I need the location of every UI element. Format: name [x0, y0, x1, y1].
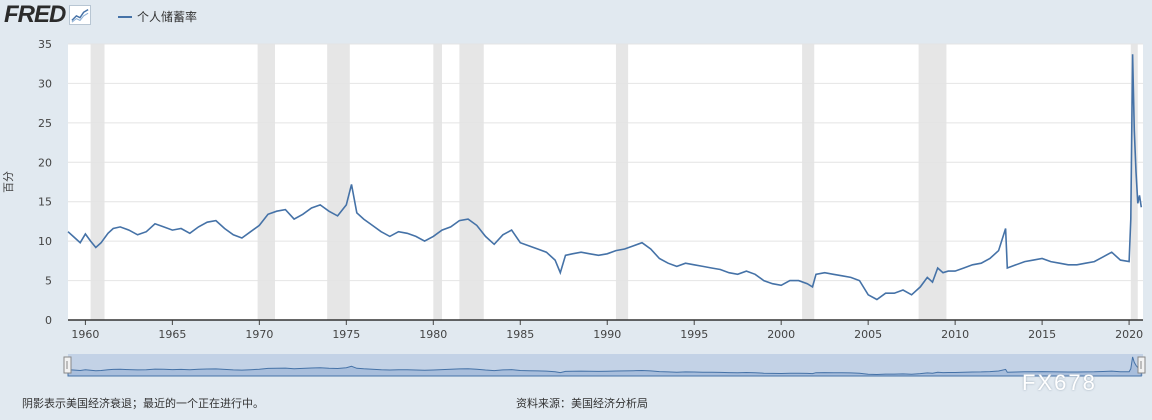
legend-label: 个人储蓄率 — [137, 10, 198, 24]
x-tick-1960: 1960 — [71, 328, 99, 341]
x-tick-1975: 1975 — [332, 328, 360, 341]
x-tick-1970: 1970 — [245, 328, 273, 341]
x-tick-1990: 1990 — [593, 328, 621, 341]
y-tick-0: 0 — [45, 314, 52, 327]
y-tick-30: 30 — [38, 77, 52, 90]
watermark: FX678 — [1022, 370, 1097, 395]
y-tick-35: 35 — [38, 38, 52, 51]
y-tick-15: 15 — [38, 196, 52, 209]
legend: 个人储蓄率 — [118, 8, 197, 25]
y-tick-5: 5 — [45, 275, 52, 288]
recession-band-4 — [459, 44, 484, 320]
fred-logo[interactable]: FRED — [4, 1, 92, 28]
legend-swatch — [118, 15, 132, 18]
time-navigator[interactable] — [0, 352, 1152, 378]
recession-band-1 — [257, 44, 275, 320]
y-tick-20: 20 — [38, 156, 52, 169]
chart-line-icon — [69, 5, 92, 25]
y-axis: 0 5 10 15 20 25 30 35 — [38, 38, 52, 327]
x-tick-1995: 1995 — [680, 328, 708, 341]
chart-header: FRED 个人储蓄率 — [0, 0, 1152, 30]
x-tick-1980: 1980 — [419, 328, 447, 341]
navigator-series — [67, 356, 1142, 377]
recession-band-0 — [90, 44, 105, 320]
y-tick-10: 10 — [38, 235, 52, 248]
logo-text: FRED — [4, 1, 66, 28]
x-tick-1985: 1985 — [506, 328, 534, 341]
series-line — [67, 54, 1143, 301]
plot-background — [68, 44, 1143, 320]
grid-lines — [68, 43, 1143, 282]
x-tick-2000: 2000 — [767, 328, 795, 341]
recession-shading — [90, 44, 1138, 320]
x-tick-2015: 2015 — [1028, 328, 1056, 341]
recession-band-5 — [615, 44, 629, 320]
recession-band-2 — [327, 44, 350, 320]
x-tick-2010: 2010 — [941, 328, 969, 341]
x-tick-2020: 2020 — [1115, 328, 1143, 341]
recession-band-3 — [433, 44, 442, 320]
recession-band-6 — [802, 44, 815, 320]
source-note: 资料来源：美国经济分析局 — [516, 397, 648, 410]
recession-band-7 — [918, 44, 947, 320]
y-tick-25: 25 — [38, 117, 52, 130]
recession-band-8 — [1130, 44, 1138, 320]
x-axis: 1960 1965 1970 1975 1980 1985 1990 1995 2000 2005… — [71, 320, 1143, 341]
x-tick-2005: 2005 — [854, 328, 882, 341]
recession-note: 阴影表示美国经济衰退；最近的一个正在进行中。 — [22, 397, 264, 410]
y-axis-label: 百分 — [2, 171, 15, 193]
x-tick-1965: 1965 — [158, 328, 186, 341]
